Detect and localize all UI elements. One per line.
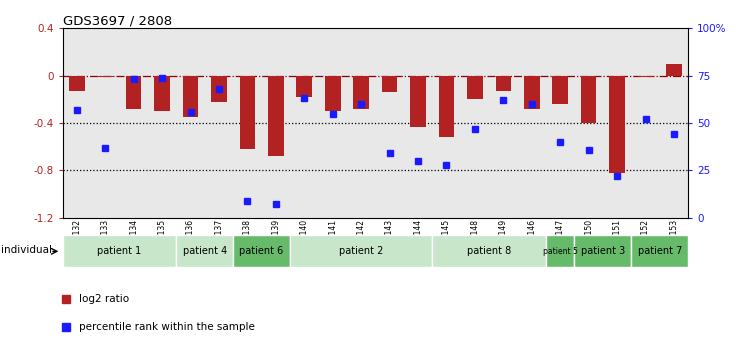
Bar (666, 64, 682, 76)
Bar (268, 76, 283, 156)
Bar (353, 76, 369, 109)
Text: patient 3: patient 3 (581, 246, 625, 256)
Bar (637, 76, 654, 77)
Text: patient 7: patient 7 (637, 246, 682, 256)
Bar (631, 235, 688, 267)
Text: patient 5: patient 5 (542, 247, 578, 256)
Text: patient 8: patient 8 (467, 246, 512, 256)
Bar (581, 76, 596, 123)
Bar (432, 235, 546, 267)
Bar (467, 76, 483, 99)
Text: individual: individual (1, 245, 52, 255)
Text: patient 2: patient 2 (339, 246, 383, 256)
Bar (439, 76, 454, 137)
Bar (609, 76, 625, 173)
Bar (126, 76, 141, 109)
Bar (183, 76, 198, 117)
Bar (155, 76, 170, 111)
Bar (553, 76, 568, 104)
Text: log2 ratio: log2 ratio (79, 294, 130, 304)
Bar (240, 76, 255, 149)
Text: patient 6: patient 6 (239, 246, 284, 256)
Bar (546, 235, 574, 267)
Bar (495, 76, 511, 91)
Text: percentile rank within the sample: percentile rank within the sample (79, 322, 255, 332)
Bar (382, 76, 397, 92)
Bar (524, 76, 539, 109)
Bar (63, 235, 177, 267)
Bar (325, 76, 341, 111)
Bar (233, 235, 290, 267)
Bar (290, 235, 432, 267)
Text: patient 4: patient 4 (183, 246, 227, 256)
Bar (177, 235, 233, 267)
Bar (211, 76, 227, 102)
Bar (69, 76, 85, 91)
Text: GDS3697 / 2808: GDS3697 / 2808 (63, 14, 171, 27)
Bar (574, 235, 631, 267)
Text: patient 1: patient 1 (97, 246, 141, 256)
Bar (410, 76, 426, 127)
Bar (297, 76, 312, 97)
Bar (97, 76, 113, 77)
